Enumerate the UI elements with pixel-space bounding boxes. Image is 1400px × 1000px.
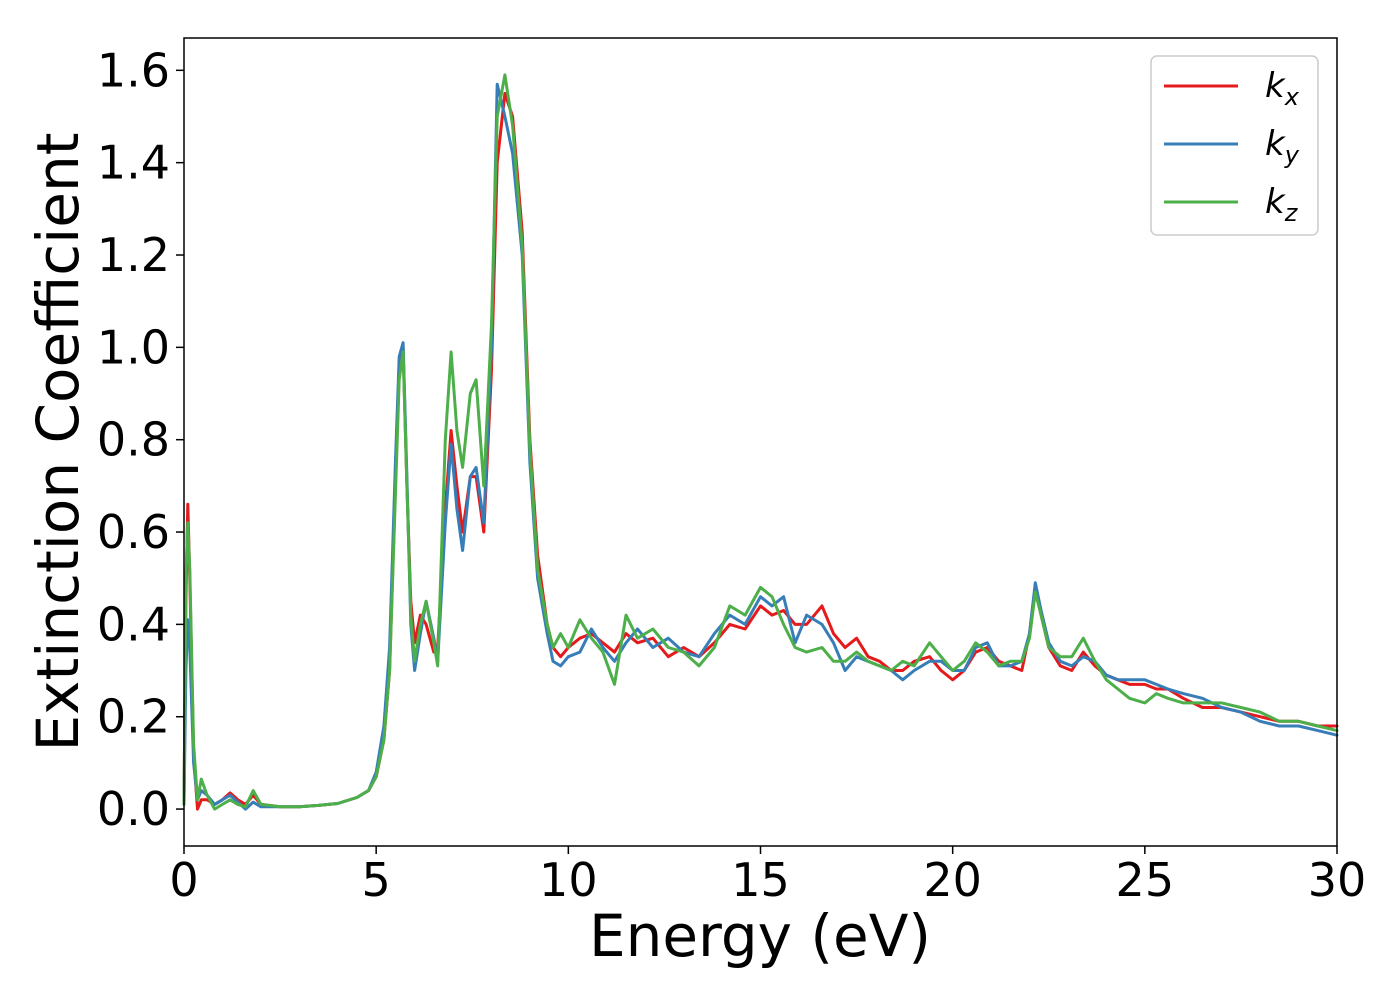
x-tick-label: 5	[362, 853, 391, 907]
x-tick-label: 10	[539, 853, 598, 907]
y-tick-label: 0.4	[97, 597, 170, 651]
x-axis-title: Energy (eV)	[589, 902, 931, 970]
y-axis-ticks: 0.0 0.2 0.4 0.6 0.8 1.0 1.2 1.4 1.6	[97, 43, 184, 836]
y-tick-label: 1.0	[97, 320, 170, 374]
x-tick-label: 0	[169, 853, 198, 907]
series-line-z	[182, 73, 1339, 811]
x-tick-label: 30	[1308, 853, 1367, 907]
legend-subscript-x: x	[1284, 83, 1300, 111]
y-tick-label: 0.2	[97, 690, 170, 744]
y-axis-title: Extinction Coefficient	[24, 133, 92, 752]
legend-subscript-z: z	[1284, 199, 1299, 227]
y-tick-label: 0.0	[97, 782, 170, 836]
y-tick-label: 1.6	[97, 43, 170, 97]
legend-subscript-y: y	[1284, 141, 1300, 169]
y-tick-label: 1.4	[97, 136, 170, 190]
x-tick-label: 20	[923, 853, 982, 907]
x-axis-ticks: 0 5 10 15 20 25 30	[169, 846, 1366, 907]
y-tick-label: 0.6	[97, 505, 170, 559]
x-tick-label: 25	[1116, 853, 1175, 907]
legend-label-x: kx	[1265, 66, 1300, 111]
x-tick-label: 15	[731, 853, 790, 907]
y-tick-label: 1.2	[97, 228, 170, 282]
series-layer	[182, 73, 1339, 811]
y-tick-label: 0.8	[97, 413, 170, 467]
